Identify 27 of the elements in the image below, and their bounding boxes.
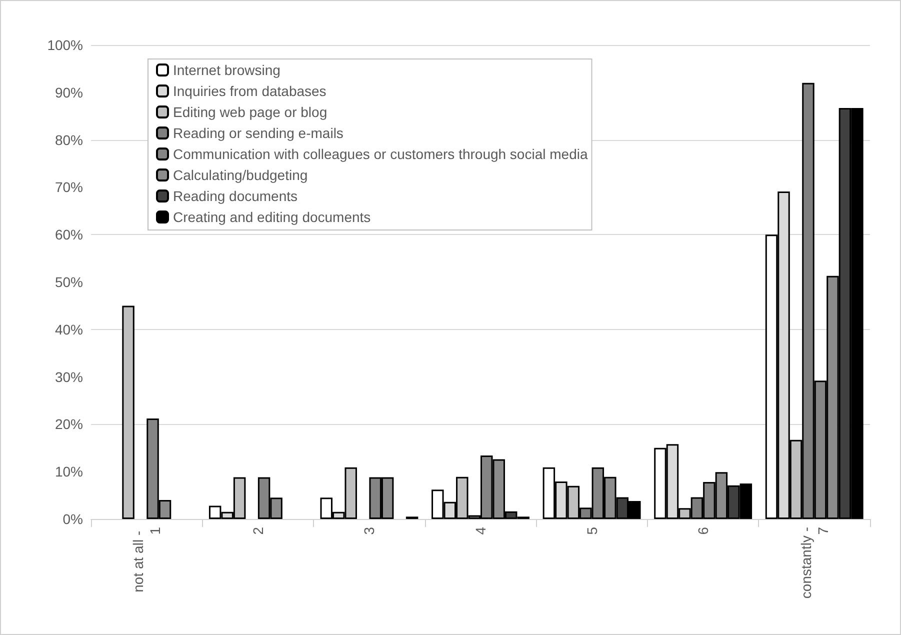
legend-label: Reading documents (173, 188, 298, 204)
x-tick-label: not at all - 1 (130, 526, 164, 592)
legend-label: Inquiries from databases (173, 83, 326, 99)
legend-label: Internet browsing (173, 62, 280, 78)
y-tick-label: 20% (54, 416, 83, 432)
y-tick-label: 60% (54, 226, 83, 243)
x-tick-label: constantly - 7 (798, 526, 831, 599)
x-tick-label: 6 (695, 526, 712, 535)
legend-label: Editing web page or blog (173, 104, 328, 120)
x-tick-label: 5 (584, 526, 600, 535)
y-tick-label: 70% (54, 179, 83, 196)
y-tick-label: 80% (54, 132, 83, 148)
legend-label: Communication with colleagues or customers through social media (173, 146, 588, 162)
y-tick-label: 90% (54, 84, 83, 100)
x-tick-label: 3 (361, 526, 378, 535)
y-tick-label: 100% (47, 37, 83, 53)
bar (122, 306, 134, 519)
legend-label: Creating and editing documents (173, 209, 371, 225)
y-tick-label: 30% (54, 368, 83, 385)
legend-label: Reading or sending e-mails (173, 125, 344, 141)
x-tick-label: 2 (250, 526, 266, 535)
y-tick-label: 50% (54, 274, 83, 290)
x-tick-label: 4 (472, 526, 488, 535)
legend-label: Calculating/budgeting (173, 167, 308, 183)
y-tick-label: 40% (54, 321, 83, 338)
y-tick-label: 0% (62, 511, 83, 527)
y-tick-label: 10% (54, 464, 83, 480)
